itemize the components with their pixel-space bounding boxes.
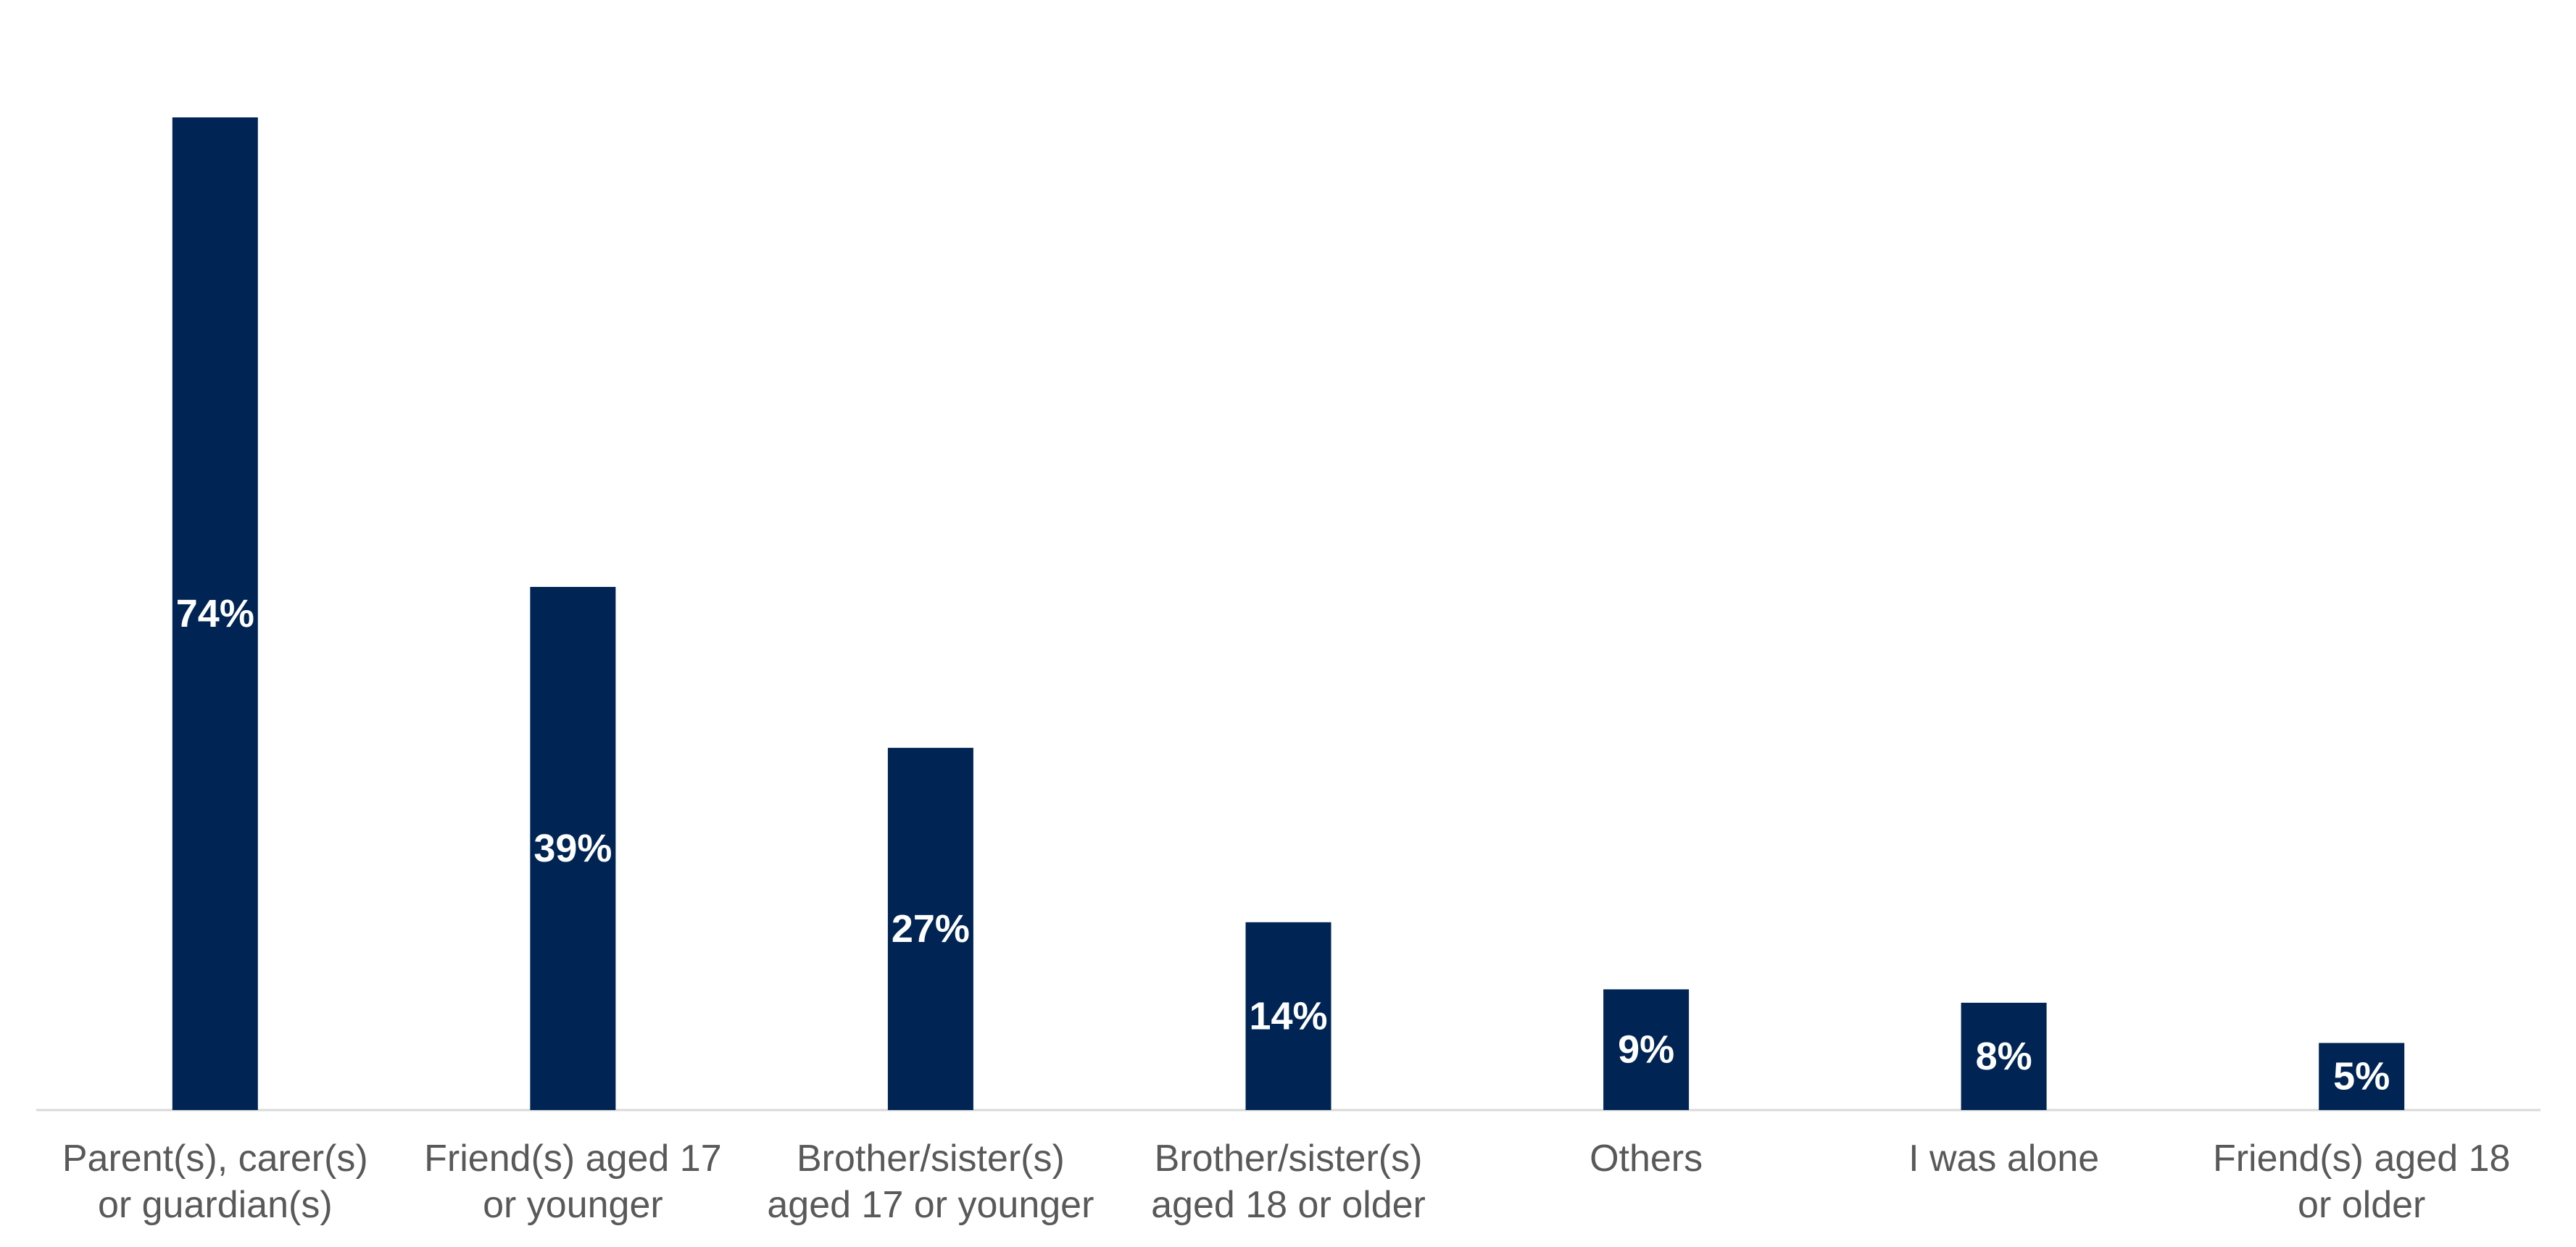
bar — [2319, 1043, 2405, 1110]
bars-group — [172, 117, 2405, 1110]
data-label: 9% — [1618, 1028, 1674, 1072]
category-label: Friend(s) aged 17 — [424, 1138, 721, 1180]
data-label: 39% — [533, 827, 612, 870]
data-label: 27% — [892, 907, 970, 951]
data-label: 5% — [2333, 1055, 2390, 1098]
bar — [1603, 989, 1690, 1110]
category-label: aged 17 or younger — [767, 1184, 1094, 1226]
bar — [1245, 922, 1331, 1110]
category-label: aged 18 or older — [1151, 1184, 1426, 1226]
data-label: 8% — [1976, 1035, 2032, 1078]
category-label: or guardian(s) — [98, 1184, 333, 1226]
bar — [887, 748, 973, 1110]
data-label: 74% — [176, 592, 254, 635]
category-label: Brother/sister(s) — [797, 1138, 1065, 1180]
bar — [172, 117, 258, 1110]
bar — [1961, 1002, 2047, 1110]
category-label: Friend(s) aged 18 — [2213, 1138, 2510, 1180]
data-label: 14% — [1249, 994, 1327, 1038]
category-label: or older — [2298, 1184, 2425, 1226]
category-label: Others — [1590, 1138, 1703, 1180]
category-label: or younger — [483, 1184, 663, 1226]
data-labels-group: 74% 39% 27% 14% 9% 8% 5% — [176, 592, 2390, 1098]
category-labels-group: Parent(s), carer(s)or guardian(s) Friend(… — [62, 1138, 2511, 1226]
category-label: Brother/sister(s) — [1155, 1138, 1423, 1180]
category-label: I was alone — [1908, 1138, 2099, 1180]
category-label: Parent(s), carer(s) — [62, 1138, 368, 1180]
bar — [530, 587, 616, 1110]
